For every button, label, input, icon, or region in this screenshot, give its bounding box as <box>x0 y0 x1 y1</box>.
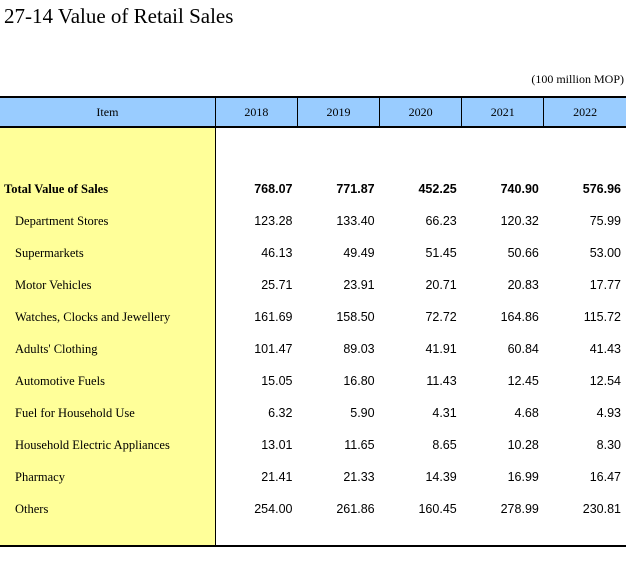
row-label: Fuel for Household Use <box>0 397 216 429</box>
cell-value: 20.71 <box>425 278 457 292</box>
row-label: Adults' Clothing <box>0 333 216 365</box>
cell-value: 115.72 <box>583 310 621 324</box>
cell-value: 60.84 <box>507 342 539 356</box>
spacer-row <box>0 127 626 173</box>
cell-value: 49.49 <box>343 246 375 260</box>
column-header-year: 2018 <box>215 96 298 128</box>
spacer-row <box>0 525 626 547</box>
cell-value: 21.33 <box>343 470 375 484</box>
row-label: Department Stores <box>0 205 216 237</box>
cell-value: 161.69 <box>254 310 293 324</box>
total-row: Total Value of Sales 768.07 771.87 452.2… <box>0 173 626 205</box>
row-label: Motor Vehicles <box>0 269 216 301</box>
cell-value: 17.77 <box>589 278 621 292</box>
cell-value: 230.81 <box>582 502 621 516</box>
row-label: Pharmacy <box>0 461 216 493</box>
table-row: Fuel for Household Use 6.32 5.90 4.31 4.… <box>0 397 626 429</box>
table-row: Motor Vehicles 25.71 23.91 20.71 20.83 1… <box>0 269 626 301</box>
cell-value: 41.91 <box>425 342 457 356</box>
cell-value: 16.99 <box>507 470 539 484</box>
cell-value: 5.90 <box>350 406 375 420</box>
cell-value: 4.68 <box>514 406 539 420</box>
column-header-year: 2021 <box>461 96 545 128</box>
table-row: Adults' Clothing 101.47 89.03 41.91 60.8… <box>0 333 626 365</box>
table-row: Others 254.00 261.86 160.45 278.99 230.8… <box>0 493 626 525</box>
cell-value: 21.41 <box>261 470 293 484</box>
cell-value: 101.47 <box>254 342 293 356</box>
cell-value: 12.54 <box>589 374 621 388</box>
cell-value: 120.32 <box>500 214 539 228</box>
cell-value: 8.30 <box>596 438 621 452</box>
column-header-item: Item <box>0 96 216 128</box>
cell-value: 254.00 <box>254 502 293 516</box>
header-row: Item 2018 2019 2020 2021 2022 <box>0 96 626 128</box>
cell-value: 164.86 <box>500 310 539 324</box>
cell-value: 576.96 <box>582 182 621 196</box>
table-row: Pharmacy 21.41 21.33 14.39 16.99 16.47 <box>0 461 626 493</box>
cell-value: 20.83 <box>507 278 539 292</box>
cell-value: 13.01 <box>261 438 293 452</box>
row-label: Total Value of Sales <box>0 173 216 205</box>
cell-value: 6.32 <box>268 406 293 420</box>
cell-value: 158.50 <box>336 310 375 324</box>
table-row: Department Stores 123.28 133.40 66.23 12… <box>0 205 626 237</box>
cell-value: 452.25 <box>418 182 457 196</box>
row-label: Household Electric Appliances <box>0 429 216 461</box>
column-header-year: 2020 <box>379 96 463 128</box>
cell-value: 15.05 <box>261 374 293 388</box>
row-label: Others <box>0 493 216 525</box>
cell-value: 75.99 <box>589 214 621 228</box>
cell-value: 133.40 <box>336 214 375 228</box>
cell-value: 768.07 <box>254 182 293 196</box>
cell-value: 16.47 <box>589 470 621 484</box>
unit-note: (100 million MOP) <box>531 72 624 86</box>
table-row: Automotive Fuels 15.05 16.80 11.43 12.45… <box>0 365 626 397</box>
column-header-year: 2019 <box>297 96 381 128</box>
cell-value: 10.28 <box>507 438 539 452</box>
table-row: Supermarkets 46.13 49.49 51.45 50.66 53.… <box>0 237 626 269</box>
cell-value: 11.43 <box>426 374 457 388</box>
cell-value: 12.45 <box>507 374 539 388</box>
cell-value: 4.31 <box>432 406 457 420</box>
table-row: Watches, Clocks and Jewellery 161.69 158… <box>0 301 626 333</box>
cell-value: 123.28 <box>254 214 293 228</box>
cell-value: 50.66 <box>507 246 539 260</box>
cell-value: 25.71 <box>261 278 293 292</box>
retail-sales-table: Item 2018 2019 2020 2021 2022 Total Valu… <box>0 96 626 547</box>
row-label: Automotive Fuels <box>0 365 216 397</box>
cell-value: 160.45 <box>418 502 457 516</box>
cell-value: 4.93 <box>596 406 621 420</box>
cell-value: 53.00 <box>589 246 621 260</box>
cell-value: 23.91 <box>343 278 375 292</box>
cell-value: 89.03 <box>343 342 375 356</box>
cell-value: 16.80 <box>343 374 375 388</box>
cell-value: 8.65 <box>432 438 457 452</box>
cell-value: 740.90 <box>500 182 539 196</box>
row-label: Supermarkets <box>0 237 216 269</box>
cell-value: 66.23 <box>425 214 457 228</box>
cell-value: 261.86 <box>336 502 375 516</box>
column-header-year: 2022 <box>543 96 626 128</box>
row-label: Watches, Clocks and Jewellery <box>0 301 216 333</box>
cell-value: 14.39 <box>425 470 457 484</box>
cell-value: 46.13 <box>261 246 293 260</box>
cell-value: 278.99 <box>500 502 539 516</box>
cell-value: 51.45 <box>425 246 457 260</box>
cell-value: 41.43 <box>589 342 621 356</box>
cell-value: 72.72 <box>425 310 457 324</box>
cell-value: 11.65 <box>344 438 375 452</box>
cell-value: 771.87 <box>336 182 375 196</box>
page-title: 27-14 Value of Retail Sales <box>4 4 234 28</box>
table-row: Household Electric Appliances 13.01 11.6… <box>0 429 626 461</box>
